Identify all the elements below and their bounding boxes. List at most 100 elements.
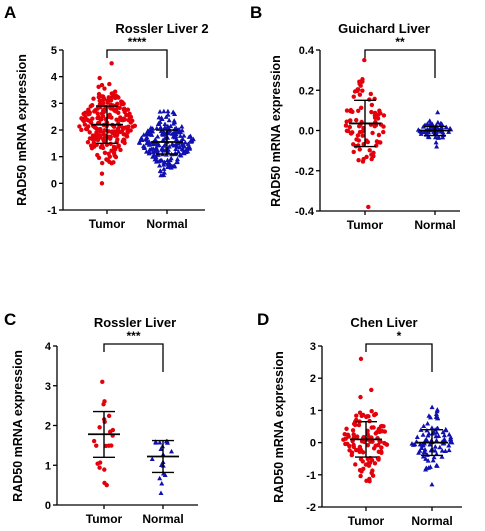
data-point xyxy=(171,118,177,123)
data-point xyxy=(448,434,454,440)
data-point xyxy=(85,140,91,145)
data-point xyxy=(357,410,363,415)
data-point xyxy=(360,412,366,418)
data-point xyxy=(343,436,348,441)
data-point xyxy=(429,404,435,410)
data-point xyxy=(91,140,97,145)
panel-title: Rossler Liver 2 xyxy=(115,21,208,36)
data-point xyxy=(160,147,166,153)
data-point xyxy=(175,149,181,154)
data-point xyxy=(440,129,446,135)
data-point xyxy=(182,139,188,145)
y-tick-label: -1 xyxy=(306,470,316,482)
data-point xyxy=(106,151,111,156)
y-tick-label: 0 xyxy=(45,500,51,512)
data-point xyxy=(173,131,179,137)
data-point xyxy=(344,108,350,113)
y-tick-label: -2 xyxy=(306,502,316,514)
data-point xyxy=(168,165,174,170)
data-point xyxy=(432,444,438,449)
data-point xyxy=(358,394,363,400)
data-point xyxy=(357,79,362,84)
data-point xyxy=(357,92,363,97)
data-point xyxy=(86,112,91,117)
data-point xyxy=(125,107,131,112)
data-point xyxy=(161,172,167,178)
data-point xyxy=(181,133,187,138)
data-point xyxy=(109,61,114,66)
data-point xyxy=(177,133,183,138)
y-axis-label: RAD50 mRNA expression xyxy=(11,350,25,502)
data-point xyxy=(105,157,111,163)
data-point xyxy=(110,91,116,96)
data-point xyxy=(114,117,119,122)
data-point xyxy=(143,136,149,142)
data-point xyxy=(97,425,102,430)
data-point xyxy=(109,160,114,166)
y-tick-label: -0.4 xyxy=(295,206,315,218)
data-point xyxy=(367,148,372,153)
data-point xyxy=(369,152,374,157)
y-tick-label: 1 xyxy=(45,460,51,472)
data-point xyxy=(368,91,374,97)
data-point xyxy=(154,125,160,131)
data-point xyxy=(97,460,103,465)
data-point xyxy=(158,446,164,452)
significance-bracket xyxy=(365,343,433,372)
data-point xyxy=(351,94,356,99)
data-point xyxy=(423,465,429,471)
data-point xyxy=(350,130,355,135)
data-point xyxy=(110,427,116,433)
x-tick-label: Normal xyxy=(142,512,183,526)
data-point xyxy=(358,447,364,452)
significance-label: ** xyxy=(395,35,405,49)
y-tick-label: 0.0 xyxy=(299,126,314,138)
data-point xyxy=(446,447,452,453)
data-point xyxy=(173,125,179,130)
data-point xyxy=(343,123,349,128)
data-point xyxy=(165,108,171,114)
data-point xyxy=(148,131,154,136)
data-point xyxy=(355,133,361,138)
data-point xyxy=(354,434,360,439)
data-point xyxy=(114,132,120,138)
data-point xyxy=(146,139,152,145)
data-point xyxy=(369,102,375,108)
y-tick-label: 2 xyxy=(310,373,316,385)
data-point xyxy=(427,464,433,469)
data-point xyxy=(149,456,155,462)
data-point xyxy=(156,120,162,126)
significance-label: *** xyxy=(126,329,140,343)
data-point xyxy=(185,148,191,154)
data-point xyxy=(102,480,107,486)
y-axis-label: RAD50 mRNA expression xyxy=(269,55,283,207)
data-point xyxy=(92,133,97,138)
data-point xyxy=(430,457,436,463)
data-point xyxy=(342,431,347,437)
y-tick-label: 2 xyxy=(45,421,51,433)
data-point xyxy=(99,160,105,166)
y-tick-label: -1 xyxy=(47,205,57,217)
significance-bracket xyxy=(106,49,168,78)
data-point xyxy=(378,424,384,429)
data-point xyxy=(432,134,438,140)
data-point xyxy=(434,408,440,414)
data-point xyxy=(91,96,96,101)
data-point xyxy=(141,145,147,150)
data-point xyxy=(351,149,356,155)
data-point xyxy=(120,125,126,131)
data-point xyxy=(173,146,179,152)
data-point xyxy=(351,432,356,437)
data-point xyxy=(168,448,174,454)
data-point xyxy=(157,475,163,481)
data-point xyxy=(157,168,163,173)
data-point xyxy=(420,124,426,129)
data-point xyxy=(130,118,135,124)
data-point xyxy=(87,130,92,135)
panel-letter: A xyxy=(4,3,16,22)
data-point xyxy=(357,147,362,152)
data-point xyxy=(151,152,157,158)
data-point xyxy=(353,462,358,467)
data-point xyxy=(143,131,149,137)
data-point xyxy=(148,128,154,134)
